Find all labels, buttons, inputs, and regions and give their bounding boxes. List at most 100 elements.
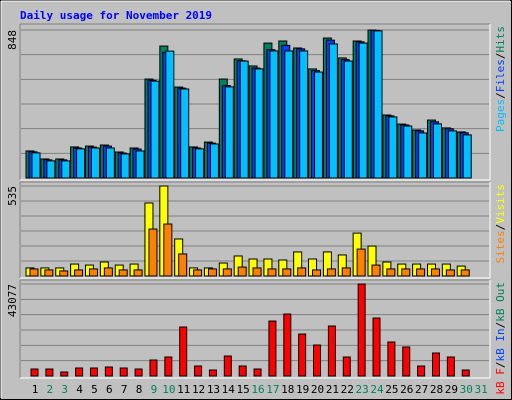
legend-entry: Pages [494, 99, 507, 132]
bar [252, 267, 262, 277]
bar [60, 371, 69, 377]
bar [61, 160, 71, 179]
bar [179, 326, 188, 377]
bar [460, 269, 470, 277]
bar [193, 269, 203, 277]
bar [89, 367, 98, 377]
bar [224, 86, 234, 179]
bar [237, 266, 247, 277]
bar [356, 248, 366, 277]
x-tick-label: 29 [445, 383, 458, 396]
bar [402, 346, 411, 377]
bar [118, 269, 128, 277]
legend-entry: kB In [494, 328, 507, 361]
legend-separator: / [494, 53, 507, 60]
bar [119, 367, 128, 377]
x-tick-label: 6 [106, 383, 113, 396]
bar [373, 30, 383, 179]
bar [44, 269, 54, 277]
x-tick-label: 3 [61, 383, 68, 396]
x-tick-label: 28 [430, 383, 443, 396]
x-tick-label: 30 [460, 383, 473, 396]
bar [223, 355, 232, 377]
bar [312, 269, 322, 277]
bar [239, 60, 249, 179]
bar [149, 359, 158, 377]
bar [447, 130, 457, 179]
x-tick-label: 9 [151, 383, 158, 396]
x-tick-label: 25 [385, 383, 398, 396]
bar [430, 268, 440, 277]
bar [222, 268, 232, 277]
bar [462, 134, 472, 179]
bar [431, 352, 440, 377]
bar [178, 253, 188, 277]
bar [75, 367, 84, 377]
bar [432, 123, 442, 179]
x-tick-label: 15 [237, 383, 250, 396]
bar [209, 143, 219, 179]
bar [387, 341, 396, 377]
bar [120, 153, 130, 179]
bar [401, 268, 411, 277]
bar [314, 71, 324, 179]
bar [253, 368, 262, 377]
bar [418, 132, 428, 179]
bar [297, 267, 307, 277]
bar [267, 268, 277, 277]
bar [104, 366, 113, 377]
panel [20, 280, 490, 378]
legend-entry: Sites [494, 230, 507, 263]
bar [180, 88, 190, 179]
x-tick-label: 17 [266, 383, 279, 396]
legend-entry: Hits [494, 26, 507, 53]
x-tick-label: 22 [341, 383, 354, 396]
bar [358, 42, 368, 179]
bar [341, 267, 351, 277]
bar [326, 268, 336, 277]
bar [371, 264, 381, 277]
bar [342, 356, 351, 377]
legend: Sites/Visits [494, 184, 507, 264]
bar [386, 268, 396, 277]
bar [59, 270, 69, 277]
bar [133, 269, 143, 277]
bar [284, 50, 294, 179]
legend: kB F/kB In/kB Out [494, 282, 507, 395]
bar [388, 116, 398, 179]
bar [268, 320, 277, 377]
bar [208, 369, 217, 377]
y-tick-label: 848 [6, 30, 19, 50]
bar [445, 269, 455, 277]
legend-separator: / [494, 224, 507, 231]
x-tick-label: 21 [326, 383, 339, 396]
bar [135, 150, 145, 179]
x-tick-label: 16 [251, 383, 264, 396]
x-tick-label: 26 [400, 383, 413, 396]
legend-entry: kB F [494, 368, 507, 395]
bar [446, 356, 455, 377]
x-tick-label: 14 [222, 383, 236, 396]
x-tick-label: 10 [162, 383, 175, 396]
x-tick-label: 18 [281, 383, 294, 396]
bar [269, 50, 279, 179]
x-tick-label: 7 [121, 383, 128, 396]
bar [283, 313, 292, 377]
chart-title: Daily usage for November 2019 [20, 9, 212, 22]
bar [163, 223, 173, 277]
bar [299, 50, 309, 179]
bar [403, 125, 413, 179]
x-tick-label: 13 [207, 383, 220, 396]
x-tick-label: 23 [356, 383, 369, 396]
x-tick-label: 24 [370, 383, 384, 396]
x-tick-label: 4 [76, 383, 83, 396]
bar [134, 368, 143, 377]
bar [207, 268, 217, 277]
legend-separator: / [494, 362, 507, 369]
bar [31, 152, 41, 179]
x-tick-label: 31 [474, 383, 487, 396]
bar [105, 147, 115, 179]
bar [327, 325, 336, 377]
bar [313, 344, 322, 377]
